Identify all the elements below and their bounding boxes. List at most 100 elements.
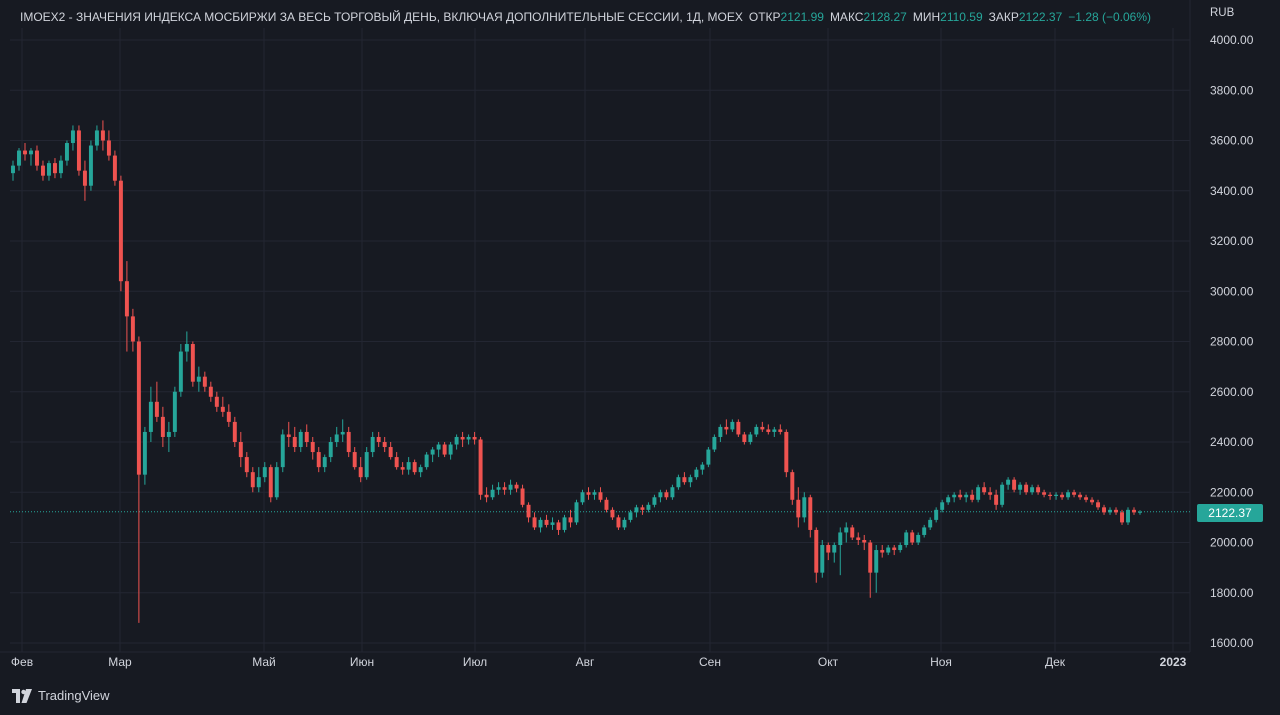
- candle: [160, 406, 165, 448]
- candle-body: [574, 502, 579, 523]
- candle: [976, 484, 981, 503]
- open-value: 2121.99: [780, 10, 824, 24]
- candle-body: [208, 386, 213, 397]
- candle: [610, 507, 615, 520]
- candle: [172, 386, 177, 437]
- candle: [40, 160, 45, 181]
- candle: [904, 529, 909, 548]
- candle: [304, 424, 309, 448]
- tradingview-brand[interactable]: TradingView: [12, 688, 110, 703]
- candle-body: [400, 467, 405, 470]
- candle: [550, 517, 555, 530]
- candle-body: [790, 472, 795, 500]
- change-value: −1.28 (−0.06%): [1068, 10, 1152, 24]
- candle-body: [892, 547, 897, 551]
- candle-body: [334, 434, 339, 442]
- candle-body: [154, 401, 159, 417]
- candle-body: [604, 499, 609, 510]
- candle-body: [70, 130, 75, 144]
- y-tick-label: 3000.00: [1210, 284, 1254, 298]
- candle: [52, 158, 57, 179]
- candle-body: [238, 442, 243, 458]
- candle-body: [814, 529, 819, 573]
- candle: [790, 469, 795, 505]
- candle: [850, 524, 855, 540]
- currency-label[interactable]: RUB: [1210, 7, 1235, 19]
- candle-body: [778, 429, 783, 432]
- candle: [874, 545, 879, 593]
- candle: [646, 502, 651, 513]
- candle-body: [1138, 511, 1142, 513]
- candle: [754, 424, 759, 437]
- y-tick-label: 2800.00: [1210, 335, 1254, 349]
- candle-body: [1090, 499, 1095, 503]
- candle: [730, 419, 735, 432]
- candle-body: [124, 281, 129, 317]
- candle: [964, 492, 969, 503]
- candle: [1012, 477, 1017, 493]
- candle-body: [970, 494, 975, 500]
- candle-body: [610, 509, 615, 518]
- candle: [1066, 489, 1071, 500]
- candle-body: [250, 472, 255, 488]
- candle: [502, 482, 507, 495]
- candle: [652, 494, 657, 508]
- candle: [166, 421, 171, 453]
- candle: [928, 517, 933, 530]
- candle-body: [550, 522, 555, 525]
- candle-body: [670, 487, 675, 498]
- candle: [952, 492, 957, 503]
- candle: [970, 489, 975, 503]
- candle-body: [142, 431, 147, 475]
- candle: [1108, 507, 1113, 515]
- candle: [772, 426, 777, 437]
- candle-body: [454, 436, 459, 445]
- candle-body: [628, 512, 633, 520]
- candle: [1102, 504, 1107, 515]
- candle: [988, 487, 993, 500]
- candle-body: [538, 519, 543, 528]
- candle-body: [748, 434, 753, 442]
- candle-body: [562, 517, 567, 530]
- candle-body: [718, 426, 723, 437]
- candle: [316, 447, 321, 473]
- candle-body: [472, 436, 477, 440]
- candle: [1030, 484, 1035, 495]
- candle-body: [430, 449, 435, 455]
- candle-body: [352, 452, 357, 468]
- candle: [862, 534, 867, 551]
- candle: [526, 502, 531, 523]
- high-group: МАКС 2128.27: [830, 10, 907, 24]
- candle-body: [934, 509, 939, 520]
- candle: [688, 474, 693, 488]
- candle-body: [784, 431, 789, 473]
- candles: [11, 120, 1142, 623]
- candle-body: [436, 444, 441, 450]
- high-value: 2128.27: [863, 10, 907, 24]
- y-tick-label: 2000.00: [1210, 536, 1254, 550]
- time-axis[interactable]: Фев Мар Май Июн Июл Авг Сен Окт Ноя Дек 2023: [11, 655, 1187, 669]
- candle: [1018, 482, 1023, 495]
- candle: [376, 431, 381, 448]
- candle: [436, 442, 441, 458]
- candle: [292, 426, 297, 453]
- candle: [280, 429, 285, 473]
- candle: [844, 522, 849, 543]
- candle: [514, 482, 519, 493]
- tradingview-logo-icon: [12, 688, 32, 703]
- candle-body: [760, 426, 765, 430]
- grid: [0, 0, 1191, 653]
- candle: [1114, 507, 1118, 515]
- last-price-label: 2122.37: [1197, 504, 1263, 522]
- candle-body: [46, 163, 51, 176]
- candle-body: [874, 550, 879, 573]
- candle-body: [292, 436, 297, 448]
- candle: [142, 426, 147, 485]
- price-axis[interactable]: 4000.00 3800.00 3600.00 3400.00 3200.00 3000.…: [1210, 33, 1254, 650]
- chart-legend: IMOEX2 - ЗНАЧЕНИЯ ИНДЕКСА МОСБИРЖИ ЗА ВЕ…: [20, 9, 1151, 25]
- candle-body: [1120, 512, 1124, 523]
- candle-body: [526, 504, 531, 518]
- candle-body: [502, 487, 507, 490]
